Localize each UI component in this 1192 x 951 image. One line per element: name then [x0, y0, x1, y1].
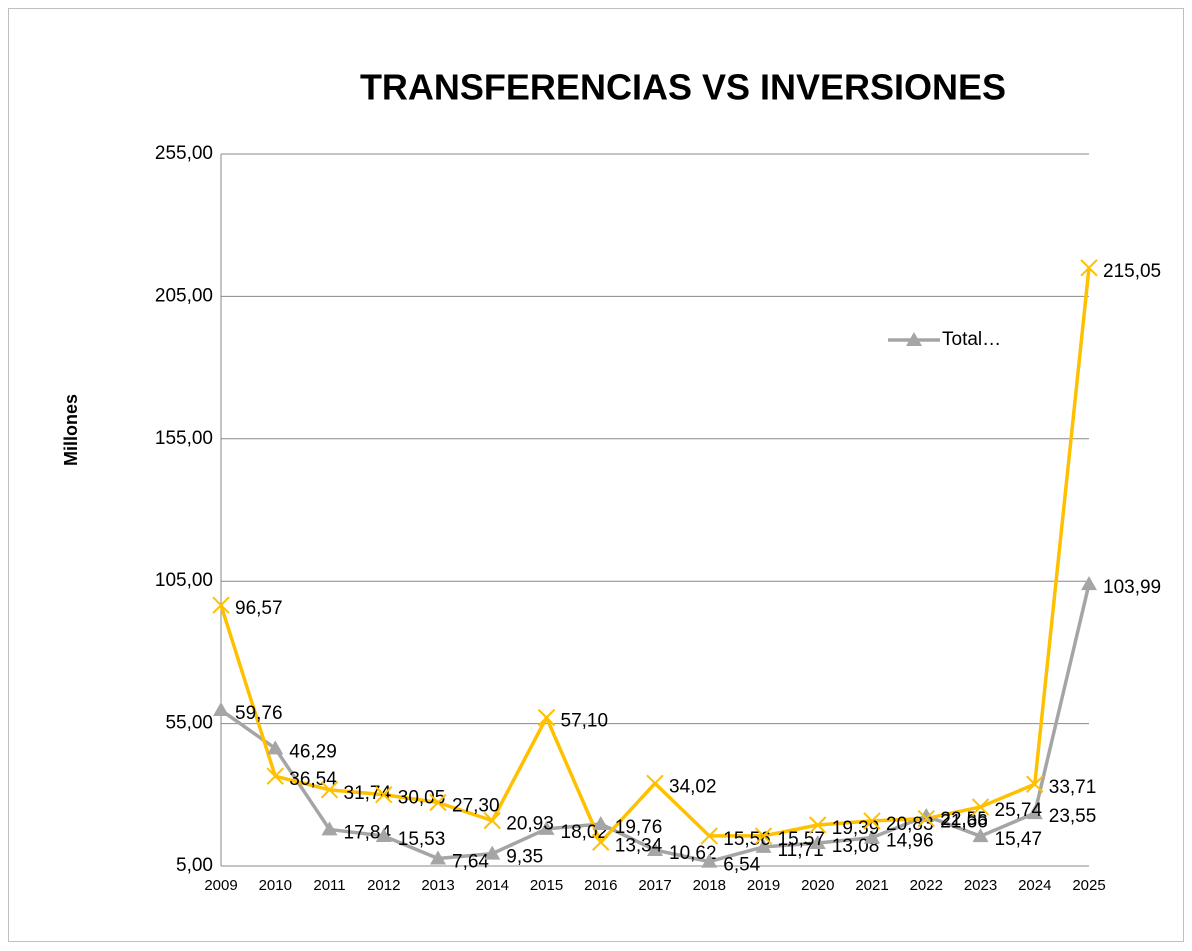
data-label: 15,56 [723, 829, 771, 850]
data-label: 36,54 [289, 769, 337, 790]
data-label: 14,96 [886, 831, 934, 852]
data-point [213, 702, 229, 717]
x-tick-label: 2025 [1072, 877, 1105, 894]
data-label: 7,64 [452, 851, 489, 872]
data-label: 6,54 [723, 855, 760, 876]
data-label: 13,34 [615, 835, 663, 856]
chart-title: TRANSFERENCIAS VS INVERSIONES [360, 67, 1006, 108]
data-label: 19,39 [832, 818, 880, 839]
data-point [646, 774, 664, 793]
data-point [212, 596, 230, 614]
data-label: 22,55 [940, 809, 988, 830]
data-point [972, 828, 989, 843]
data-point [809, 816, 827, 834]
data-point [538, 820, 555, 835]
data-label: 34,02 [669, 776, 717, 797]
data-point [754, 827, 773, 845]
data-label: 20,83 [886, 814, 934, 835]
y-tick-label: 55,00 [165, 713, 213, 734]
x-tick-label: 2024 [1018, 877, 1051, 894]
x-tick-label: 2009 [204, 877, 237, 894]
x-tick-label: 2016 [584, 877, 617, 894]
x-tick-label: 2022 [910, 877, 943, 894]
data-point [1026, 775, 1044, 793]
data-label: 30,05 [398, 788, 446, 809]
data-label: 27,30 [452, 796, 500, 817]
x-tick-label: 2017 [638, 877, 671, 894]
data-point [1026, 805, 1043, 820]
data-point [701, 853, 718, 868]
data-point [863, 812, 881, 830]
data-point [592, 815, 609, 830]
data-point [430, 850, 446, 865]
x-tick-label: 2020 [801, 877, 834, 894]
data-point [592, 833, 610, 851]
data-point [320, 781, 339, 799]
data-label: 21,66 [940, 812, 988, 833]
data-point [809, 834, 826, 849]
x-tick-label: 2023 [964, 877, 997, 894]
data-point [971, 798, 990, 816]
data-label: 15,53 [398, 829, 446, 850]
data-label: 15,47 [995, 829, 1043, 850]
x-tick-label: 2018 [693, 877, 726, 894]
legend-marker [906, 332, 922, 346]
data-label: 59,76 [235, 703, 283, 724]
data-label: 23,55 [1049, 806, 1097, 827]
x-tick-label: 2012 [367, 877, 400, 894]
data-label: 20,93 [506, 814, 554, 835]
data-label: 19,76 [615, 817, 663, 838]
x-tick-label: 2019 [747, 877, 780, 894]
y-tick-label: 205,00 [155, 285, 213, 306]
data-point [375, 828, 392, 843]
x-tick-label: 2015 [530, 877, 563, 894]
y-axis-label: Millones [61, 394, 81, 466]
data-point [537, 708, 556, 727]
data-label: 46,29 [289, 741, 337, 762]
legend-label: Total… [942, 329, 1001, 350]
data-point [484, 845, 501, 860]
data-point [918, 808, 935, 823]
data-point [321, 821, 338, 836]
x-tick-label: 2013 [421, 877, 454, 894]
data-point [1080, 259, 1098, 277]
data-label: 96,57 [235, 598, 283, 619]
data-label: 15,57 [778, 829, 826, 850]
chart-border [8, 8, 1184, 942]
data-point [864, 829, 880, 844]
data-point [266, 767, 284, 785]
y-tick-label: 5,00 [176, 855, 213, 876]
y-tick-label: 105,00 [155, 570, 213, 591]
data-point [917, 809, 935, 828]
data-point [267, 740, 284, 755]
data-point [700, 827, 718, 845]
x-tick-label: 2011 [313, 877, 345, 894]
data-label: 57,10 [561, 711, 609, 732]
x-tick-label: 2010 [259, 877, 292, 894]
data-label: 103,99 [1103, 577, 1161, 598]
data-point [755, 838, 772, 853]
data-label: 33,71 [1049, 777, 1097, 798]
data-label: 215,05 [1103, 261, 1161, 282]
y-tick-label: 255,00 [155, 143, 213, 164]
data-label: 9,35 [506, 847, 543, 868]
data-label: 10,62 [669, 843, 717, 864]
y-tick-label: 155,00 [155, 428, 213, 449]
data-point [1081, 576, 1097, 591]
data-point [647, 841, 663, 856]
data-point [429, 793, 447, 812]
x-tick-label: 2021 [855, 877, 888, 894]
x-tick-label: 2014 [476, 877, 509, 894]
data-point [483, 811, 501, 830]
data-label: 25,74 [995, 800, 1043, 821]
data-point [375, 785, 393, 804]
